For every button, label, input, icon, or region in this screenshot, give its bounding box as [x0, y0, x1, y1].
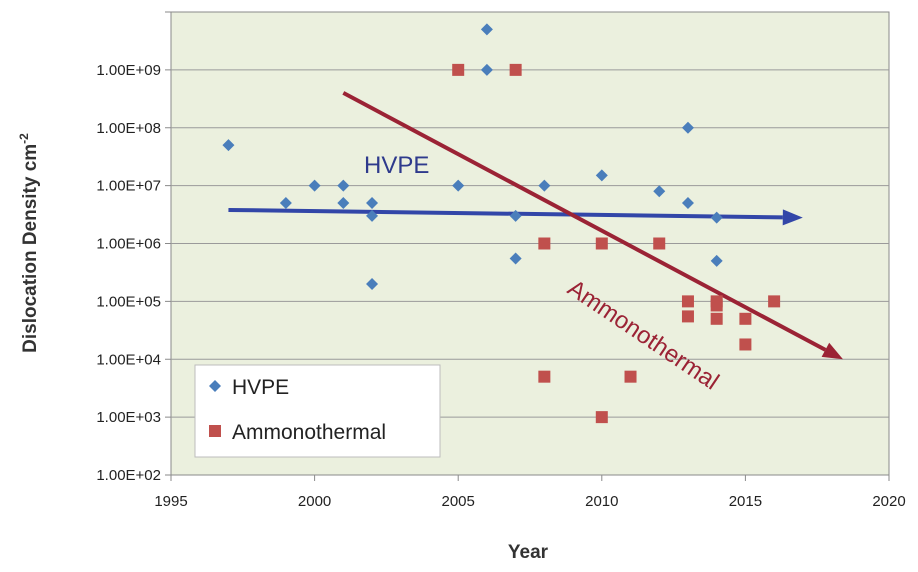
x-tick-label: 2000: [298, 493, 331, 510]
hvpe-point: [480, 63, 493, 76]
ammonothermal-trend-line: [342, 91, 827, 352]
legend-hvpe-label: HVPE: [232, 376, 289, 399]
y-tick-label: 1.00E+04: [96, 351, 161, 368]
y-axis-title-superscript: -2: [17, 133, 31, 144]
ammonothermal-point: [739, 312, 752, 325]
y-tick-label: 1.00E+06: [96, 236, 161, 253]
hvpe-point: [681, 121, 694, 134]
hvpe-point: [538, 179, 551, 192]
hvpe-point: [366, 277, 379, 290]
ammonothermal-point: [509, 63, 522, 76]
hvpe-point: [308, 179, 321, 192]
legend: HVPE Ammonothermal: [194, 364, 441, 458]
hvpe-trend-line: [228, 207, 783, 220]
y-tick-label: 1.00E+07: [96, 178, 161, 195]
hvpe-point: [509, 209, 522, 222]
hvpe-point: [337, 197, 350, 210]
x-tick-label: 1995: [154, 493, 187, 510]
hvpe-point: [681, 197, 694, 210]
hvpe-annotation: HVPE: [364, 152, 429, 179]
ammonothermal-point: [653, 237, 666, 250]
ammonothermal-point: [452, 63, 465, 76]
hvpe-trend-arrowhead: [782, 209, 803, 226]
ammonothermal-point: [681, 295, 694, 308]
y-axis-title: Dislocation Density cm-2: [17, 133, 41, 353]
y-tick-label: 1.00E+08: [96, 120, 161, 137]
hvpe-point: [595, 169, 608, 182]
ammonothermal-point: [710, 312, 723, 325]
ammonothermal-point: [681, 310, 694, 323]
ammonothermal-point: [595, 237, 608, 250]
hvpe-point: [337, 179, 350, 192]
ammonothermal-trend-arrowhead: [821, 342, 843, 360]
hvpe-point: [710, 254, 723, 267]
trend-arrows: [228, 91, 843, 360]
y-axis-title-main: Dislocation Density cm: [20, 144, 41, 353]
y-axis-title-group: Dislocation Density cm-2: [17, 133, 41, 353]
data-points: [222, 23, 781, 424]
hvpe-point: [366, 209, 379, 222]
x-tick-label: 2010: [585, 493, 618, 510]
legend-hvpe-marker: [209, 380, 221, 392]
ammonothermal-point: [595, 411, 608, 424]
x-tick-label: 2020: [872, 493, 905, 510]
ammonothermal-point: [624, 370, 637, 383]
legend-ammonothermal-label: Ammonothermal: [232, 421, 386, 444]
y-tick-label: 1.00E+05: [96, 293, 161, 310]
y-tick-label: 1.00E+02: [96, 467, 161, 484]
y-tick-labels: 1.00E+02 1.00E+03 1.00E+04 1.00E+05 1.00E+06…: [96, 62, 161, 484]
legend-ammonothermal-marker: [209, 425, 221, 437]
y-tick-label: 1.00E+09: [96, 62, 161, 79]
hvpe-point: [480, 23, 493, 36]
hvpe-point: [710, 211, 723, 224]
x-tick-label: 2015: [729, 493, 762, 510]
ammonothermal-point: [739, 338, 752, 351]
ammonothermal-point: [538, 237, 551, 250]
hvpe-point: [509, 252, 522, 265]
ammonothermal-point: [768, 295, 781, 308]
x-axis-title: Year: [508, 542, 549, 563]
x-tick-label: 2005: [442, 493, 475, 510]
ammonothermal-point: [538, 370, 551, 383]
hvpe-point: [653, 185, 666, 198]
hvpe-point: [452, 179, 465, 192]
x-tick-labels: 1995 2000 2005 2010 2015 2020: [154, 493, 905, 510]
y-tick-label: 1.00E+03: [96, 409, 161, 426]
hvpe-point: [279, 197, 292, 210]
hvpe-point: [222, 139, 235, 152]
legend-box: [194, 364, 441, 458]
ammonothermal-point: [710, 299, 723, 312]
hvpe-point: [366, 197, 379, 210]
